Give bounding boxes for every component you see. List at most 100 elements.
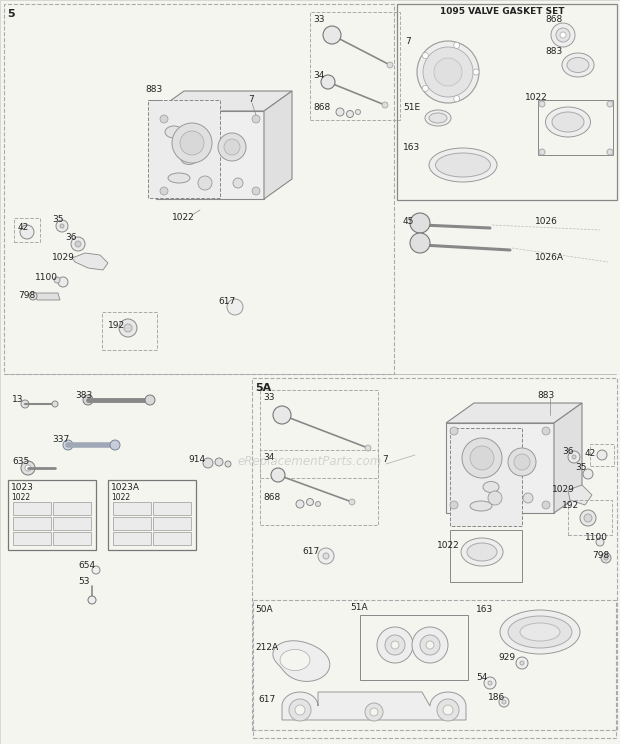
Circle shape <box>198 176 212 190</box>
Ellipse shape <box>470 501 492 511</box>
Polygon shape <box>35 293 60 300</box>
Circle shape <box>597 450 607 460</box>
Circle shape <box>60 224 64 228</box>
Circle shape <box>454 42 459 48</box>
Circle shape <box>21 461 35 475</box>
Text: 5A: 5A <box>255 383 272 393</box>
Polygon shape <box>72 253 108 270</box>
Circle shape <box>377 627 413 663</box>
Text: 1022: 1022 <box>11 493 30 502</box>
Text: 868: 868 <box>545 16 562 25</box>
Bar <box>53 517 91 530</box>
Circle shape <box>450 501 458 509</box>
Circle shape <box>58 277 68 287</box>
Text: 54: 54 <box>476 673 487 682</box>
Bar <box>260 390 378 478</box>
Circle shape <box>321 75 335 89</box>
Polygon shape <box>273 641 330 682</box>
Circle shape <box>347 111 353 118</box>
Bar <box>53 532 91 545</box>
Text: 883: 883 <box>537 391 554 400</box>
Circle shape <box>252 115 260 123</box>
Circle shape <box>316 501 321 507</box>
Ellipse shape <box>546 107 590 137</box>
Ellipse shape <box>435 153 490 177</box>
Text: 868: 868 <box>313 103 330 112</box>
Circle shape <box>365 703 383 721</box>
Circle shape <box>29 292 37 300</box>
Circle shape <box>422 86 428 92</box>
Bar <box>153 502 191 515</box>
Circle shape <box>83 395 93 405</box>
Circle shape <box>318 548 334 564</box>
Text: 1023A: 1023A <box>111 484 140 493</box>
Text: 654: 654 <box>78 562 95 571</box>
Ellipse shape <box>434 58 462 86</box>
Bar <box>252 378 617 730</box>
Bar <box>102 312 157 350</box>
Circle shape <box>520 661 524 665</box>
Bar <box>568 500 612 535</box>
Circle shape <box>160 187 168 195</box>
Ellipse shape <box>500 610 580 654</box>
Circle shape <box>514 454 530 470</box>
Text: 1029: 1029 <box>52 254 75 263</box>
Polygon shape <box>554 403 582 513</box>
Ellipse shape <box>165 126 183 138</box>
Ellipse shape <box>461 538 503 566</box>
Text: 1023: 1023 <box>11 484 34 493</box>
Bar <box>108 480 196 550</box>
Circle shape <box>180 131 204 155</box>
Text: 186: 186 <box>488 693 505 702</box>
Bar <box>13 517 51 530</box>
Polygon shape <box>280 650 310 670</box>
Circle shape <box>426 641 434 649</box>
Circle shape <box>110 440 120 450</box>
Ellipse shape <box>425 110 451 126</box>
Ellipse shape <box>417 41 479 103</box>
Text: 36: 36 <box>562 447 574 457</box>
Text: 1022: 1022 <box>525 94 547 103</box>
Circle shape <box>233 178 243 188</box>
Bar <box>153 532 191 545</box>
Circle shape <box>273 406 291 424</box>
Text: 42: 42 <box>585 449 596 458</box>
Text: 883: 883 <box>545 48 562 57</box>
Circle shape <box>56 220 68 232</box>
Polygon shape <box>156 111 264 199</box>
Circle shape <box>502 700 506 704</box>
Circle shape <box>583 469 593 479</box>
Bar <box>53 502 91 515</box>
Circle shape <box>124 324 132 332</box>
Ellipse shape <box>429 148 497 182</box>
Text: 13: 13 <box>12 396 24 405</box>
Circle shape <box>539 149 545 155</box>
Ellipse shape <box>567 57 589 72</box>
Bar <box>310 12 400 120</box>
Text: 34: 34 <box>313 71 324 80</box>
Text: 33: 33 <box>313 16 324 25</box>
Circle shape <box>484 677 496 689</box>
Circle shape <box>499 697 509 707</box>
Ellipse shape <box>483 481 499 493</box>
Circle shape <box>420 635 440 655</box>
Circle shape <box>271 468 285 482</box>
Circle shape <box>542 501 550 509</box>
Circle shape <box>473 69 479 75</box>
Text: 45: 45 <box>403 217 414 226</box>
Text: 7: 7 <box>382 455 388 464</box>
Polygon shape <box>568 485 592 505</box>
Circle shape <box>584 514 592 522</box>
Circle shape <box>454 96 459 102</box>
Circle shape <box>523 493 533 503</box>
Bar <box>538 100 613 155</box>
Bar <box>153 517 191 530</box>
Text: 35: 35 <box>575 464 587 472</box>
Polygon shape <box>148 100 220 198</box>
Circle shape <box>607 101 613 107</box>
Bar <box>253 600 616 738</box>
Ellipse shape <box>429 113 447 123</box>
Text: 163: 163 <box>476 606 494 615</box>
Text: 868: 868 <box>263 493 280 502</box>
Circle shape <box>355 109 360 115</box>
